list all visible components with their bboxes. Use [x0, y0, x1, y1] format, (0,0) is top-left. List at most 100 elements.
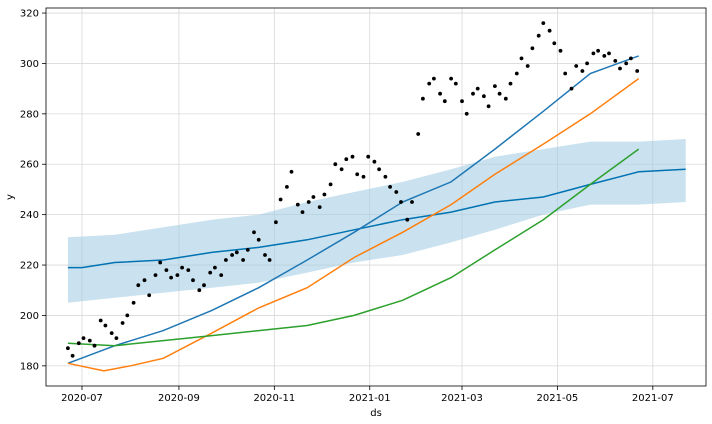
observed-point	[558, 48, 563, 53]
observed-point	[602, 54, 607, 58]
observed-point	[574, 64, 579, 68]
observed-point	[263, 253, 267, 257]
x-tick-label: 2020-11	[253, 393, 295, 404]
observed-point	[131, 300, 136, 305]
y-tick-label: 180	[20, 361, 39, 372]
observed-point	[508, 81, 513, 86]
observed-point	[311, 195, 316, 199]
observed-point	[328, 182, 333, 187]
y-tick-label: 320	[20, 9, 39, 20]
observed-point	[136, 283, 141, 288]
observed-point	[322, 192, 327, 197]
x-tick-label: 2021-07	[632, 393, 674, 404]
observed-point	[219, 273, 224, 277]
observed-point	[92, 343, 97, 348]
observed-point	[421, 96, 425, 101]
observed-point	[361, 174, 366, 179]
observed-point	[613, 59, 618, 63]
observed-point	[208, 270, 213, 275]
observed-point	[618, 66, 622, 71]
x-axis-label: ds	[370, 408, 382, 419]
observed-point	[394, 190, 399, 194]
observed-point	[607, 51, 611, 56]
observed-point	[285, 185, 289, 189]
observed-point	[442, 99, 447, 104]
blue-series-line	[67, 55, 639, 365]
y-tick-label: 220	[20, 261, 39, 272]
observed-point	[585, 61, 589, 66]
forecast-series-line	[67, 168, 686, 269]
observed-point	[87, 338, 92, 343]
observed-point	[125, 313, 130, 318]
observed-points	[66, 21, 640, 358]
observed-point	[580, 69, 585, 73]
observed-point	[530, 46, 535, 51]
observed-point	[596, 48, 600, 53]
observed-point	[70, 353, 75, 358]
observed-point	[366, 154, 371, 159]
observed-point	[289, 169, 294, 174]
y-axis-ticks: 180 200 220 240 260 280 300 320	[20, 9, 46, 372]
observed-point	[224, 258, 228, 262]
x-tick-label: 2020-07	[61, 393, 103, 404]
observed-point	[372, 159, 377, 164]
observed-point	[147, 293, 152, 298]
observed-point	[493, 84, 497, 88]
observed-point	[591, 51, 596, 56]
observed-point	[180, 265, 185, 270]
observed-point	[317, 205, 322, 210]
observed-point	[306, 200, 311, 204]
observed-point	[241, 258, 246, 262]
orange-series-line	[67, 77, 640, 372]
observed-point	[300, 210, 305, 215]
observed-point	[158, 260, 163, 265]
observed-point	[388, 185, 392, 189]
observed-point	[98, 318, 103, 323]
observed-point	[344, 157, 349, 162]
x-tick-label: 2020-09	[158, 393, 200, 404]
observed-point	[81, 336, 86, 340]
observed-point	[109, 331, 114, 335]
observed-point	[103, 323, 108, 328]
observed-point	[66, 346, 70, 351]
observed-point	[252, 230, 256, 235]
observed-point	[350, 154, 355, 159]
observed-point	[164, 268, 169, 272]
observed-point	[449, 76, 453, 81]
observed-point	[245, 248, 250, 252]
observed-point	[202, 283, 206, 288]
observed-point	[438, 91, 442, 96]
observed-point	[464, 111, 469, 116]
observed-point	[541, 21, 546, 25]
observed-point	[175, 273, 180, 277]
x-tick-label: 2021-03	[441, 393, 483, 404]
observed-point	[624, 61, 629, 66]
observed-point	[416, 132, 421, 136]
observed-point	[475, 86, 480, 91]
observed-point	[213, 265, 217, 270]
observed-point	[482, 94, 486, 99]
observed-point	[497, 91, 502, 96]
observed-point	[629, 56, 633, 61]
observed-point	[355, 172, 360, 177]
observed-point	[471, 91, 475, 96]
observed-point	[525, 64, 530, 68]
observed-point	[256, 237, 261, 242]
observed-point	[503, 96, 508, 101]
observed-point	[197, 288, 202, 293]
plot-frame	[45, 7, 707, 387]
observed-point	[427, 81, 432, 86]
observed-point	[519, 56, 524, 61]
observed-point	[186, 268, 191, 272]
observed-point	[405, 217, 410, 222]
y-tick-label: 200	[20, 311, 39, 322]
observed-point	[410, 200, 414, 204]
observed-point	[432, 76, 436, 81]
observed-point	[399, 200, 403, 204]
x-axis-ticks: 2020-07 2020-09 2020-11 2021-01 2021-03 2021-…	[61, 386, 674, 404]
observed-point	[142, 278, 147, 283]
observed-point	[230, 253, 235, 257]
observed-point	[114, 336, 119, 340]
green-series-line	[67, 148, 640, 347]
